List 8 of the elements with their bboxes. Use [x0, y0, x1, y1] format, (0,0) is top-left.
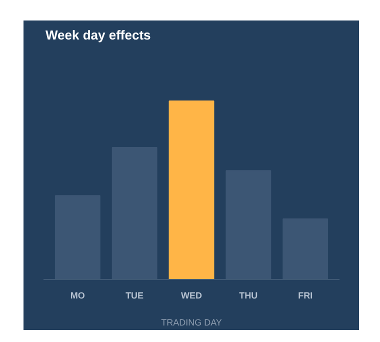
- x-tick-label: MO: [70, 290, 85, 300]
- bar: [168, 100, 214, 280]
- x-tick-label: FRI: [298, 290, 313, 300]
- x-tick-label: TUE: [126, 290, 144, 300]
- x-tick-label: THU: [239, 290, 258, 300]
- x-tick-label: WED: [181, 290, 202, 300]
- x-axis-title: TRADING DAY: [161, 318, 222, 328]
- chart-title: Week day effects: [46, 28, 151, 42]
